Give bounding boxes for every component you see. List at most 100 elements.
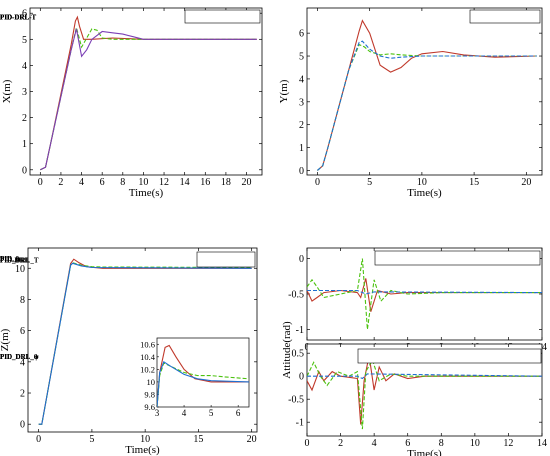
inset-x-tick-label: 3 xyxy=(155,408,160,418)
y-tick-label: 2 xyxy=(299,120,304,131)
x-tick-label: 15 xyxy=(469,177,479,188)
x-tick-label: 6 xyxy=(405,438,410,449)
x-tick-label: 10 xyxy=(138,177,148,188)
panel-z-position: 0 5 10 15 200246810Time(s)Z(m)PIDPID-DRLPID_… xyxy=(0,247,258,456)
x-tick-label: 12 xyxy=(503,438,513,449)
inset-series-line xyxy=(157,344,249,407)
x-tick-label: 10 xyxy=(417,177,427,188)
inset-series-line xyxy=(157,360,249,407)
x-axis-label: Time(s) xyxy=(129,187,164,199)
y-axis-label: Y(m) xyxy=(278,79,290,103)
x-tick-label: 5 xyxy=(367,177,372,188)
x-tick-label: 4 xyxy=(372,438,377,449)
series-line-pid- xyxy=(307,289,542,295)
legend-box xyxy=(184,9,261,24)
series-line-pid-drl-t xyxy=(40,28,257,171)
y-tick-label: -0.5 xyxy=(288,395,304,406)
x-tick-label: 14 xyxy=(180,177,190,188)
inset-y-tick-label: 10 xyxy=(147,377,156,387)
x-tick-label: 10 xyxy=(140,434,150,445)
y-tick-label: -1 xyxy=(296,418,304,429)
x-tick-label: 2 xyxy=(338,438,343,449)
legend-box xyxy=(469,9,541,24)
x-tick-label: 6 xyxy=(100,177,105,188)
legend-label: PID_DRL_φ xyxy=(0,353,39,361)
x-tick-label: 0 xyxy=(305,438,310,449)
x-tick-label: 0 xyxy=(315,177,320,188)
series-line-pid-drl- xyxy=(307,358,542,430)
attitude-y-axis-label: Attitude(rad) xyxy=(281,321,293,379)
y-tick-label: 6 xyxy=(20,326,25,337)
x-tick-label: 8 xyxy=(120,177,125,188)
legend-label: PID-DRL xyxy=(0,13,29,21)
x-tick-label: 0 xyxy=(38,177,43,188)
y-tick-label: 2 xyxy=(22,113,27,124)
inset-series-line xyxy=(157,362,249,407)
y-tick-label: 2 xyxy=(20,389,25,400)
y-tick-label: 5 xyxy=(299,52,304,63)
legend-box xyxy=(357,348,542,364)
legend-label: PID_ψ xyxy=(0,255,21,263)
x-tick-label: 16 xyxy=(200,177,210,188)
series-group xyxy=(307,355,542,430)
inset-y-tick-label: 10.4 xyxy=(140,352,156,362)
inset-zoom: 3 4 5 6 9.6 9.8 10 10.2 10.4 10.6 xyxy=(140,337,250,418)
series-line-pid xyxy=(317,19,537,171)
plot-frame xyxy=(29,7,263,176)
x-tick-label: 20 xyxy=(521,177,531,188)
legend-label: PID xyxy=(0,256,12,264)
y-axis-label: Z(m) xyxy=(0,328,11,351)
x-tick-label: 0 xyxy=(36,434,41,445)
series-line-pid-drl-t xyxy=(317,40,537,171)
x-tick-label: 2 xyxy=(58,177,63,188)
legend-label: PID_DRL_T xyxy=(0,256,39,264)
x-tick-label: 10 xyxy=(470,438,480,449)
panel-x-position: 0 2 4 6 8 10 12 14 16 18 200123456Time(s)X(m)PIDPI… xyxy=(0,7,263,199)
x-tick-label: 5 xyxy=(89,434,94,445)
y-tick-label: 3 xyxy=(22,87,27,98)
plot-frame xyxy=(306,7,543,176)
legend-label: PID-DRL xyxy=(0,256,29,264)
y-tick-label: 4 xyxy=(22,61,27,72)
series-line-pid- xyxy=(307,278,542,312)
inset-x-tick-label: 6 xyxy=(236,408,241,418)
x-axis-label: Time(s) xyxy=(125,444,160,456)
inset-series-group xyxy=(157,344,249,407)
legend-label: PID-DRL xyxy=(0,13,29,21)
y-axis-label: X(m) xyxy=(1,79,13,103)
inset-y-tick-label: 9.6 xyxy=(144,402,155,412)
panel-y-position: 0 5 10 15 200123456Time(s)Y(m)PIDPID-DRLPID-… xyxy=(0,7,543,199)
legend-label: PID_DRL_ψ xyxy=(0,353,39,361)
y-tick-label: 10 xyxy=(15,264,25,275)
y-tick-label: 0 xyxy=(299,254,304,265)
inset-frame xyxy=(156,337,250,408)
y-tick-label: 0 xyxy=(22,165,27,176)
legend-label: PID-DRL-T xyxy=(0,13,36,21)
x-tick-label: 15 xyxy=(193,434,203,445)
series-line-pid- xyxy=(307,258,542,330)
legend-label: PID_DRL_θ xyxy=(0,353,38,361)
series-group xyxy=(40,15,257,171)
y-tick-label: 6 xyxy=(299,29,304,40)
y-tick-label: 6 xyxy=(22,9,27,20)
series-group xyxy=(307,258,542,330)
series-line-pid-drl- xyxy=(307,373,542,380)
y-tick-label: 0 xyxy=(299,166,304,177)
y-tick-label: 0 xyxy=(299,372,304,383)
inset-y-tick-label: 10.6 xyxy=(140,339,155,349)
y-tick-label: 0 xyxy=(20,420,25,431)
series-group xyxy=(317,19,537,171)
y-tick-label: 1 xyxy=(299,143,304,154)
y-tick-label: 5 xyxy=(22,35,27,46)
panel-attitude-bottom: 0 2 4 6 8 10 12 14 0.5 0 -0.5 -1 Time(s) PID_DRL_φPID… xyxy=(0,343,547,456)
series-line-pid-drl-t xyxy=(38,262,252,425)
x-axis-label: Time(s) xyxy=(407,187,442,199)
legend-label: PID_θ xyxy=(0,255,20,263)
inset-x-tick-label: 4 xyxy=(182,408,187,418)
x-tick-label: 12 xyxy=(159,177,169,188)
inset-y-tick-label: 9.8 xyxy=(144,389,155,399)
y-tick-label: 4 xyxy=(20,357,25,368)
y-tick-label: 8 xyxy=(20,295,25,306)
inset-y-tick-label: 10.2 xyxy=(140,364,155,374)
